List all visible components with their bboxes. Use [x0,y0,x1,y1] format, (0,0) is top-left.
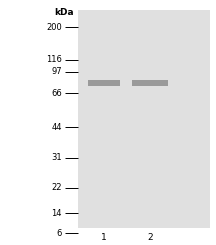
Text: 31: 31 [51,154,62,162]
Text: 97: 97 [51,68,62,76]
Bar [88,80,120,86]
Bar [78,10,210,228]
Text: 200: 200 [46,23,62,32]
Text: 6: 6 [57,229,62,237]
Text: 1: 1 [101,233,107,243]
Bar [132,80,168,86]
Text: 44: 44 [51,122,62,132]
Text: 22: 22 [51,184,62,193]
Text: 14: 14 [51,208,62,218]
Text: 2: 2 [147,233,153,243]
Text: 66: 66 [51,88,62,98]
Text: 116: 116 [46,56,62,64]
Text: kDa: kDa [54,8,74,17]
